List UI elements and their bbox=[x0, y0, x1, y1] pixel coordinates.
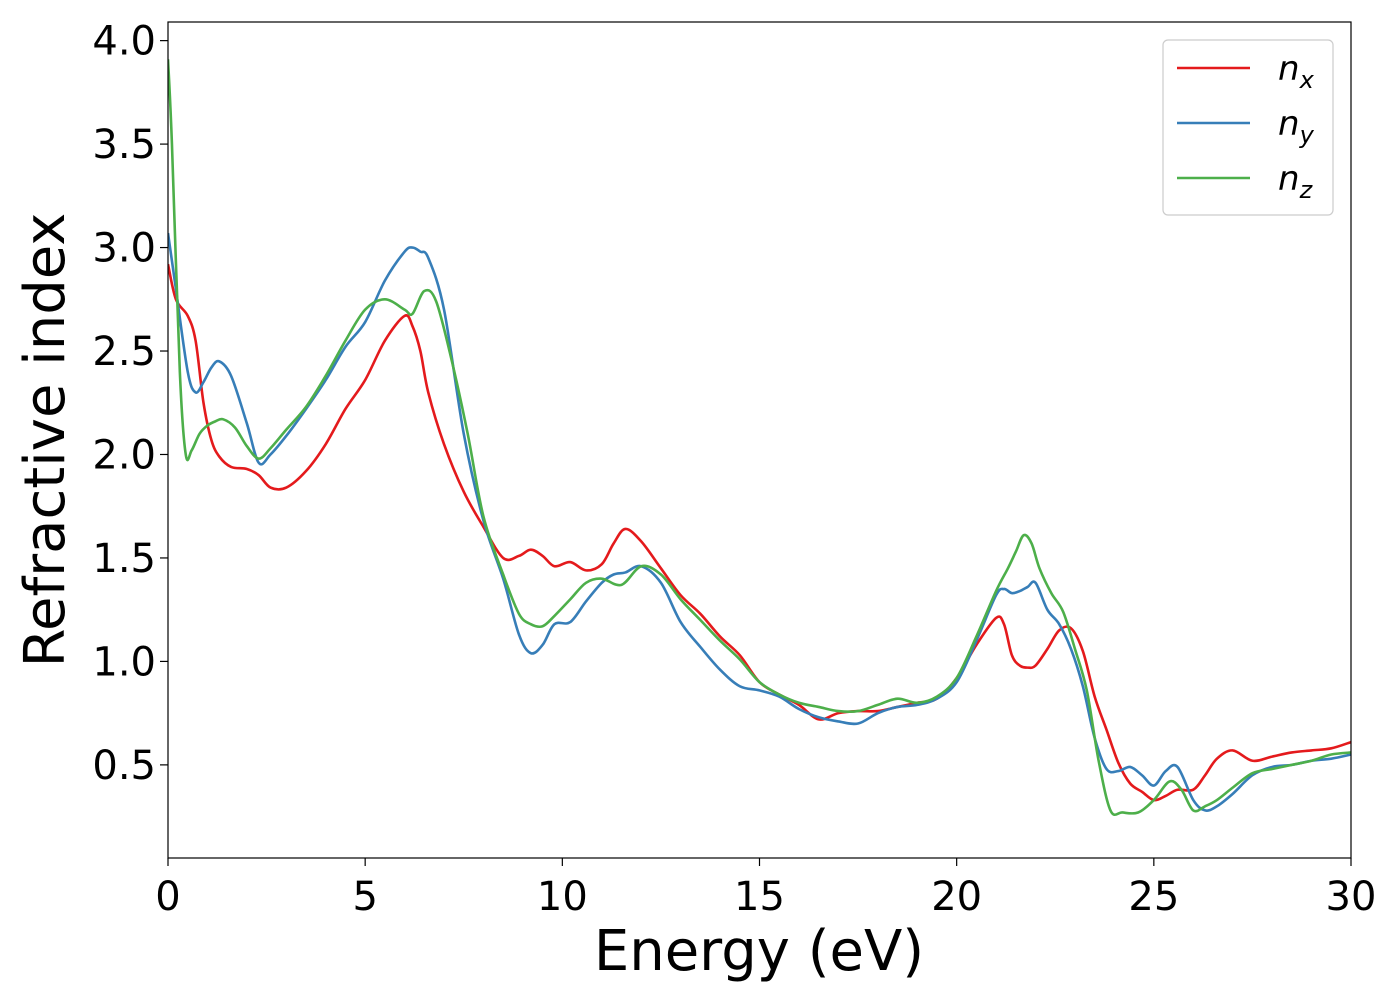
legend-label-x: nx bbox=[1278, 49, 1315, 94]
legend-label-z: nz bbox=[1278, 159, 1314, 204]
x-tick-label: 25 bbox=[1128, 874, 1179, 920]
series-line-z bbox=[168, 59, 1351, 817]
y-axis: 0.5 1.0 1.5 2.0 2.5 3.0 3.5 4.0 bbox=[92, 19, 168, 789]
x-tick-label: 5 bbox=[352, 874, 377, 920]
x-tick-label: 0 bbox=[155, 874, 180, 920]
x-tick-label: 30 bbox=[1326, 874, 1377, 920]
legend-symbol: n bbox=[1278, 104, 1300, 144]
x-tick-label: 15 bbox=[734, 874, 785, 920]
y-tick-label: 1.5 bbox=[92, 536, 156, 582]
y-tick-label: 4.0 bbox=[92, 19, 156, 65]
legend-subscript: y bbox=[1299, 121, 1315, 149]
legend-subscript: z bbox=[1299, 176, 1314, 204]
x-tick-label: 20 bbox=[931, 874, 982, 920]
x-axis: 0 5 10 15 20 25 30 bbox=[155, 858, 1376, 920]
legend-symbol: n bbox=[1278, 159, 1300, 199]
legend-box bbox=[1162, 39, 1334, 216]
y-tick-label: 2.5 bbox=[92, 329, 156, 375]
series-line-y bbox=[168, 232, 1351, 812]
legend-label-y: ny bbox=[1278, 104, 1315, 149]
y-tick-label: 0.5 bbox=[92, 743, 156, 789]
legend-subscript: x bbox=[1299, 66, 1315, 94]
y-tick-label: 3.0 bbox=[92, 226, 156, 272]
y-axis-label: Refractive index bbox=[13, 213, 78, 668]
y-tick-label: 3.5 bbox=[92, 122, 156, 168]
y-tick-label: 2.0 bbox=[92, 432, 156, 478]
y-tick-label: 1.0 bbox=[92, 639, 156, 685]
legend-symbol: n bbox=[1278, 49, 1300, 89]
series-layer bbox=[168, 59, 1351, 817]
x-tick-label: 10 bbox=[537, 874, 588, 920]
x-axis-label: Energy (eV) bbox=[594, 919, 924, 984]
plot-background bbox=[168, 22, 1351, 858]
